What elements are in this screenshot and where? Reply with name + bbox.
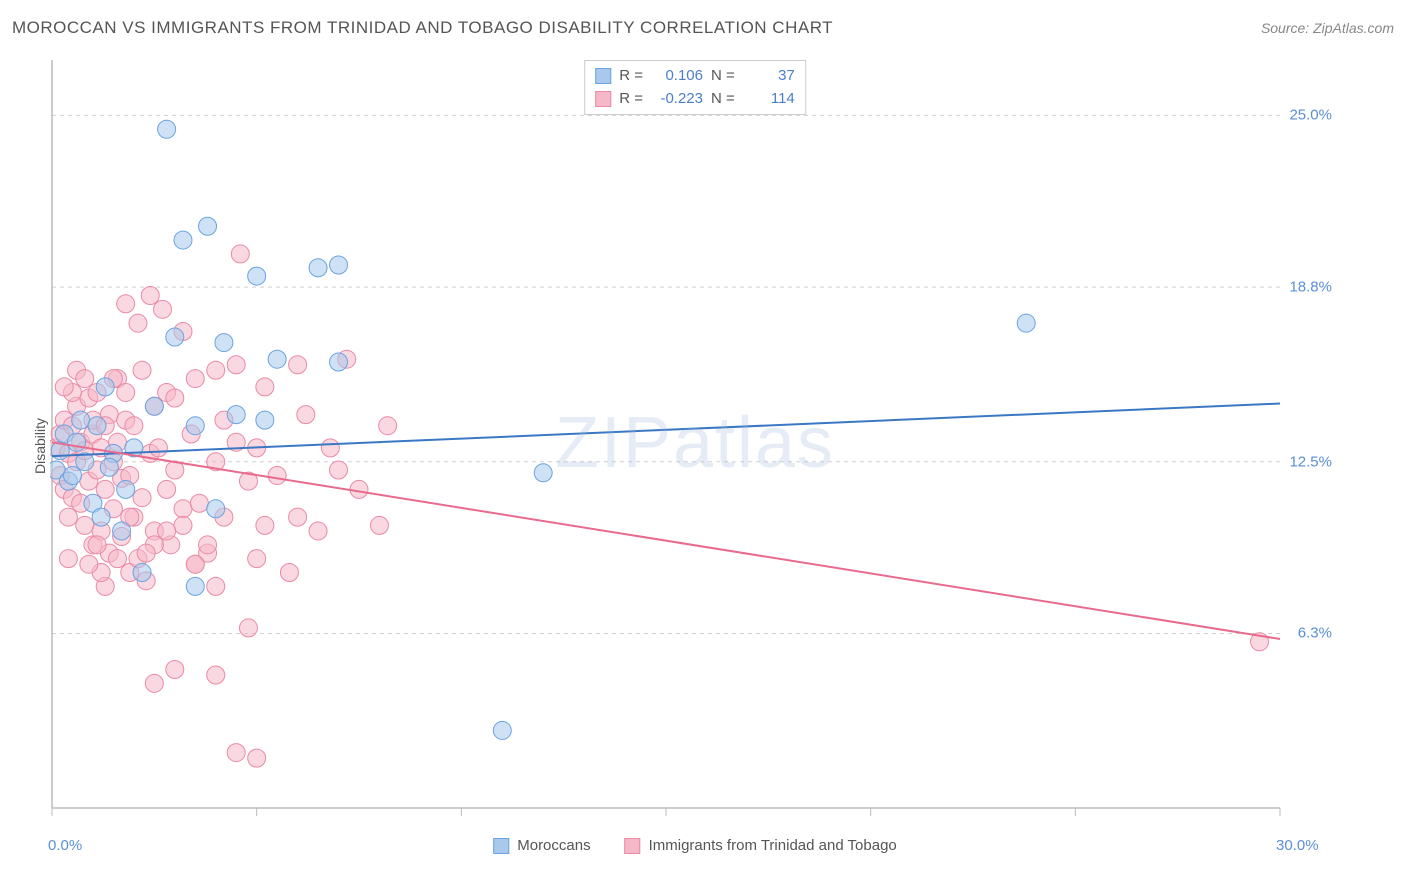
source-attribution: Source: ZipAtlas.com <box>1261 20 1394 36</box>
stats-row-1: R = 0.106 N = 37 <box>595 65 795 88</box>
chart-title: MOROCCAN VS IMMIGRANTS FROM TRINIDAD AND… <box>12 18 833 38</box>
stats-legend: R = 0.106 N = 37 R = -0.223 N = 114 <box>584 60 806 115</box>
scatter-plot <box>50 58 1340 828</box>
swatch-trinidad <box>625 838 641 854</box>
header: MOROCCAN VS IMMIGRANTS FROM TRINIDAD AND… <box>12 18 1394 38</box>
plot-area: ZIPatlas R = 0.106 N = 37 R = -0.223 N =… <box>50 58 1340 828</box>
legend-label-1: Moroccans <box>517 837 590 854</box>
swatch-moroccans <box>493 838 509 854</box>
legend-label-2: Immigrants from Trinidad and Tobago <box>649 837 897 854</box>
stats-row-2: R = -0.223 N = 114 <box>595 88 795 111</box>
bottom-legend: Moroccans Immigrants from Trinidad and T… <box>493 837 897 854</box>
chart-container: MOROCCAN VS IMMIGRANTS FROM TRINIDAD AND… <box>0 0 1406 892</box>
y-axis-label: Disability <box>32 418 48 474</box>
swatch-series-2 <box>595 91 611 107</box>
swatch-series-1 <box>595 68 611 84</box>
